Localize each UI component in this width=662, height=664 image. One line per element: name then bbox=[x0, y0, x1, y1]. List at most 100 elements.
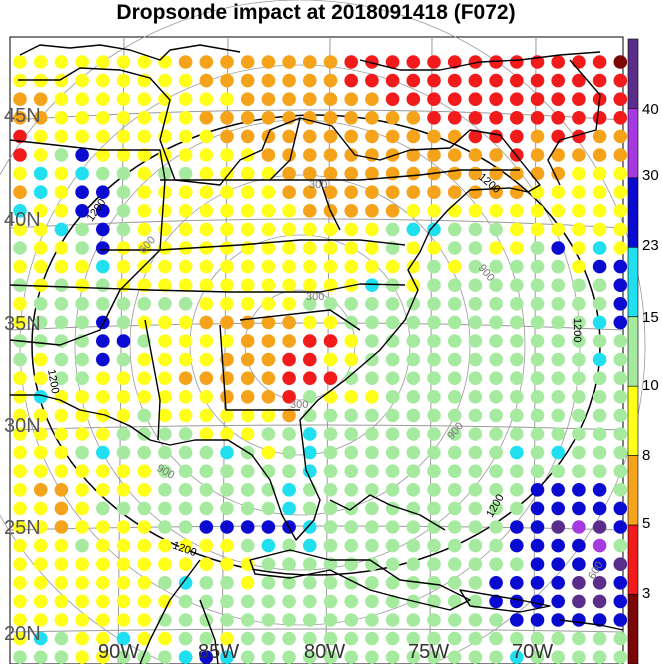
impact-dot-23-30 bbox=[468, 148, 483, 162]
impact-dot-10-15 bbox=[592, 390, 607, 404]
impact-dot-10-15 bbox=[613, 538, 628, 553]
impact-dot-23-30 bbox=[282, 166, 296, 181]
impact-dot-8-10 bbox=[303, 520, 317, 534]
impact-dot-10-15 bbox=[468, 222, 483, 237]
impact-dot-10-15 bbox=[551, 352, 565, 367]
impact-dot-30-40 bbox=[365, 73, 379, 88]
impact-dot-23-30 bbox=[530, 129, 545, 144]
impact-dot-10-15 bbox=[572, 297, 586, 311]
impact-dot-lt3 bbox=[572, 594, 586, 609]
impact-dot-23-30 bbox=[427, 185, 441, 199]
impact-dot-15-23 bbox=[530, 185, 545, 199]
impact-dot-30-40 bbox=[572, 129, 586, 144]
impact-dot-5-8 bbox=[613, 594, 628, 609]
impact-dot-5-8 bbox=[530, 538, 545, 553]
impact-dot-15-23 bbox=[158, 185, 172, 199]
impact-dot-15-23 bbox=[199, 241, 214, 255]
impact-dot-15-23 bbox=[13, 222, 27, 237]
impact-dot-15-23 bbox=[303, 241, 317, 255]
impact-dot-10-15 bbox=[427, 464, 441, 479]
impact-dot-10-15 bbox=[344, 520, 359, 534]
colorbar-segment bbox=[627, 247, 639, 318]
impact-dot-5-8 bbox=[489, 594, 503, 609]
impact-dot-8-10 bbox=[303, 427, 317, 441]
impact-dot-8-10 bbox=[592, 315, 607, 330]
impact-dot-10-15 bbox=[75, 222, 89, 237]
impact-dot-15-23 bbox=[158, 334, 172, 348]
impact-dot-10-15 bbox=[116, 352, 131, 367]
impact-dot-15-23 bbox=[96, 129, 110, 144]
impact-dot-5-8 bbox=[530, 520, 545, 534]
impact-dot-10-15 bbox=[530, 315, 545, 330]
impact-dot-10-15 bbox=[530, 631, 545, 646]
impact-dot-lt3 bbox=[592, 520, 607, 534]
impact-dot-15-23 bbox=[220, 204, 234, 218]
impact-dot-10-15 bbox=[385, 576, 400, 590]
impact-dot-30-40 bbox=[551, 92, 565, 106]
impact-dot-15-23 bbox=[178, 92, 193, 106]
impact-dot-10-15 bbox=[468, 483, 483, 497]
impact-dot-10-15 bbox=[385, 222, 400, 237]
impact-dot-5-8 bbox=[530, 576, 545, 590]
impact-dot-23-30 bbox=[282, 92, 296, 106]
impact-dot-10-15 bbox=[447, 613, 462, 627]
impact-dot-23-30 bbox=[261, 73, 276, 88]
impact-dot-10-15 bbox=[303, 613, 317, 627]
impact-dot-5-8 bbox=[551, 501, 565, 516]
impact-dot-15-23 bbox=[530, 222, 545, 237]
impact-dot-15-23 bbox=[158, 241, 172, 255]
impact-dot-10-15 bbox=[323, 501, 338, 516]
impact-dot-10-15 bbox=[323, 520, 338, 534]
impact-dot-10-15 bbox=[365, 464, 379, 479]
impact-dot-15-23 bbox=[323, 241, 338, 255]
impact-dot-10-15 bbox=[75, 241, 89, 255]
impact-dot-10-15 bbox=[261, 613, 276, 627]
impact-dot-10-15 bbox=[116, 204, 131, 218]
impact-dot-15-23 bbox=[344, 222, 359, 237]
impact-dot-15-23 bbox=[54, 538, 69, 553]
impact-dot-8-10 bbox=[303, 445, 317, 460]
impact-dot-10-15 bbox=[427, 352, 441, 367]
impact-dot-5-8 bbox=[75, 185, 89, 199]
impact-dot-5-8 bbox=[75, 204, 89, 218]
colorbar-label-10: 10 bbox=[642, 377, 659, 394]
impact-dot-10-15 bbox=[344, 483, 359, 497]
impact-dot-5-8 bbox=[199, 650, 214, 664]
impact-dots bbox=[13, 55, 628, 664]
impact-dot-23-30 bbox=[13, 92, 27, 106]
impact-dot-5-8 bbox=[116, 334, 131, 348]
impact-dot-10-15 bbox=[510, 390, 524, 404]
impact-dot-15-23 bbox=[33, 259, 48, 274]
impact-dot-23-30 bbox=[178, 55, 193, 69]
impact-dot-23-30 bbox=[220, 55, 234, 69]
impact-dot-10-15 bbox=[406, 352, 421, 367]
impact-dot-15-23 bbox=[220, 148, 234, 162]
lat-label-25n: 25N bbox=[4, 517, 41, 539]
impact-dot-30-40 bbox=[406, 73, 421, 88]
impact-dot-15-23 bbox=[220, 408, 234, 423]
impact-dot-5-8 bbox=[96, 185, 110, 199]
impact-dot-30-40 bbox=[489, 73, 503, 88]
impact-dot-15-23 bbox=[54, 241, 69, 255]
impact-dot-15-23 bbox=[323, 222, 338, 237]
impact-dot-10-15 bbox=[365, 427, 379, 441]
impact-dot-8-10 bbox=[406, 222, 421, 237]
impact-dot-10-15 bbox=[365, 576, 379, 590]
impact-dot-10-15 bbox=[116, 166, 131, 181]
impact-dot-15-23 bbox=[137, 483, 151, 497]
impact-dot-23-30 bbox=[344, 185, 359, 199]
impact-dot-10-15 bbox=[178, 594, 193, 609]
impact-dot-10-15 bbox=[282, 464, 296, 479]
impact-dot-10-15 bbox=[447, 297, 462, 311]
impact-dot-10-15 bbox=[572, 650, 586, 664]
impact-dot-15-23 bbox=[116, 594, 131, 609]
impact-dot-23-30 bbox=[199, 111, 214, 125]
impact-dot-10-15 bbox=[468, 594, 483, 609]
impact-dot-10-15 bbox=[427, 297, 441, 311]
impact-dot-23-30 bbox=[323, 166, 338, 181]
impact-dot-30-40 bbox=[406, 92, 421, 106]
impact-dot-10-15 bbox=[551, 390, 565, 404]
impact-dot-8-10 bbox=[33, 166, 48, 181]
impact-dot-10-15 bbox=[385, 352, 400, 367]
impact-dot-23-30 bbox=[240, 73, 255, 88]
